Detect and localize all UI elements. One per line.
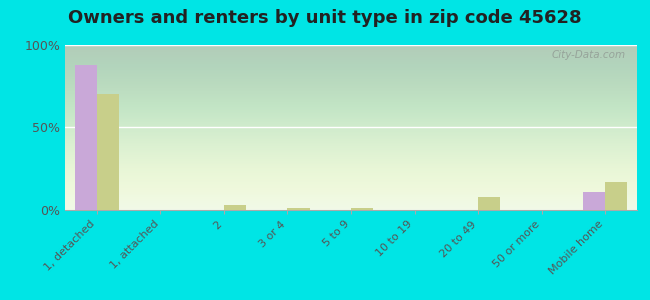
Bar xyxy=(605,182,627,210)
Bar xyxy=(97,94,119,210)
Bar xyxy=(351,208,373,210)
Bar xyxy=(478,197,500,210)
Bar xyxy=(75,65,97,210)
Text: Owners and renters by unit type in zip code 45628: Owners and renters by unit type in zip c… xyxy=(68,9,582,27)
Bar xyxy=(224,205,246,210)
Bar xyxy=(583,192,605,210)
Bar xyxy=(287,208,309,210)
Text: City-Data.com: City-Data.com xyxy=(551,50,625,60)
